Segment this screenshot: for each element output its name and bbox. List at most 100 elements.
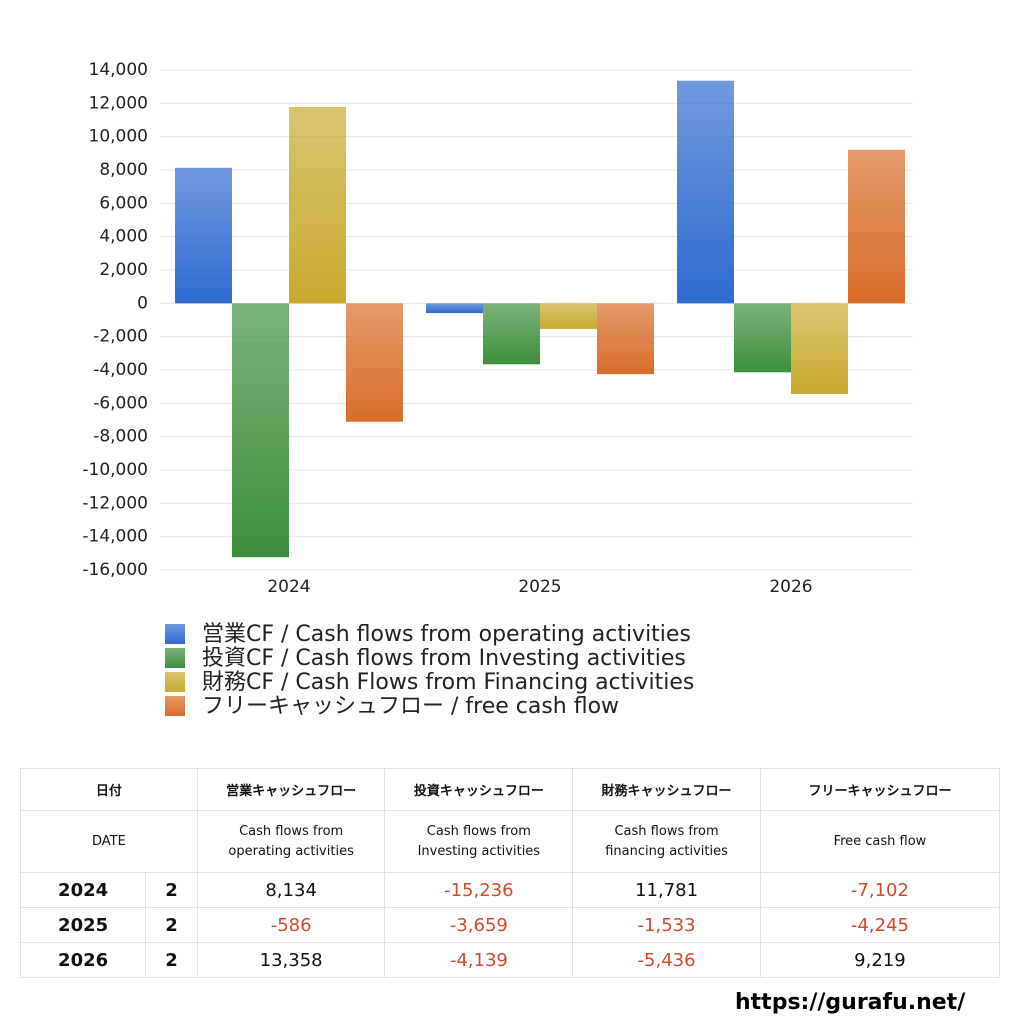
x-tick-label: 2025	[518, 577, 561, 597]
bar	[175, 167, 232, 304]
y-tick-label: 4,000	[99, 227, 148, 247]
table-cell: -15,236	[384, 872, 574, 908]
x-tick-label: 2026	[769, 577, 812, 597]
y-tick-label: -10,000	[82, 460, 148, 480]
y-tick-label: 12,000	[89, 93, 148, 113]
table-cell: Free cash flow	[759, 810, 1001, 873]
bar	[677, 80, 734, 304]
y-tick-label: 8,000	[99, 160, 148, 180]
table-cell: 9,219	[759, 942, 1001, 978]
table-cell: 2	[145, 942, 198, 978]
cell-text: Free cash flow	[833, 833, 927, 849]
footer-url: https://gurafu.net/	[735, 990, 966, 1015]
table-cell: -4,245	[759, 907, 1001, 943]
table-cell: -586	[196, 907, 386, 943]
cell-text: 9,219	[854, 949, 906, 971]
cell-text: 2025	[58, 914, 109, 936]
y-tick-label: 6,000	[99, 193, 148, 213]
cell-text: DATE	[91, 833, 126, 849]
cell-text: -5,436	[637, 949, 696, 971]
table-cell: 2026	[19, 942, 147, 978]
table-cell: 2024	[19, 872, 147, 908]
bar	[597, 303, 654, 375]
cell-text: 8,134	[265, 879, 317, 901]
y-tick-label: 14,000	[89, 60, 148, 80]
bar	[734, 303, 791, 373]
table-cell: DATE	[20, 810, 198, 873]
legend-swatch	[165, 624, 185, 644]
legend-label: 営業CF / Cash flows from operating activit…	[202, 622, 691, 647]
bar	[346, 303, 403, 422]
table-cell: -7,102	[759, 872, 1001, 908]
bar	[426, 303, 483, 314]
cell-text: -3,659	[449, 914, 508, 936]
bar	[289, 106, 346, 304]
x-tick-label: 2024	[267, 577, 310, 597]
legend-label: フリーキャッシュフロー / free cash flow	[202, 694, 619, 719]
cell-text: -4,139	[449, 949, 508, 971]
y-tick-label: -14,000	[82, 527, 148, 547]
y-tick-label: -12,000	[82, 493, 148, 513]
legend-swatch	[165, 648, 185, 668]
bar	[232, 303, 289, 558]
y-tick-label: 0	[137, 293, 148, 313]
cell-text: 財務キャッシュフロー	[601, 784, 732, 799]
legend-swatch	[165, 672, 185, 692]
table-cell: 投資キャッシュフロー	[384, 768, 574, 811]
cell-text: 2	[165, 914, 178, 936]
cell-text: 2	[165, 949, 178, 971]
cell-text: -7,102	[850, 879, 909, 901]
legend-label: 投資CF / Cash flows from Investing activit…	[202, 646, 686, 671]
table-cell: -1,533	[572, 907, 761, 943]
cell-text: 日付	[95, 784, 122, 799]
y-tick-label: -6,000	[93, 393, 148, 413]
table-cell: Cash flows from financing activities	[572, 810, 761, 873]
bar	[540, 303, 597, 329]
cell-text: 投資キャッシュフロー	[413, 784, 544, 799]
table-cell: 日付	[20, 768, 198, 811]
y-tick-label: -8,000	[93, 427, 148, 447]
table-cell: 11,781	[572, 872, 761, 908]
cell-text: 2	[165, 879, 178, 901]
y-tick-label: -2,000	[93, 327, 148, 347]
cell-text: -586	[270, 914, 312, 936]
table-cell: 2	[145, 907, 198, 943]
cell-text: 2024	[58, 879, 109, 901]
data-table: 日付 営業キャッシュフロー 投資キャッシュフロー 財務キャッシュフロー フリーキャッシュ…	[19, 768, 1001, 978]
bar	[483, 303, 540, 365]
cell-text: -1,533	[637, 914, 696, 936]
table-cell: 8,134	[196, 872, 386, 908]
cell-text: Cash flows from Investing activities	[417, 823, 541, 859]
table-cell: Cash flows from operating activities	[196, 810, 386, 873]
table-cell: 13,358	[196, 942, 386, 978]
table-cell: 2025	[19, 907, 147, 943]
table-cell: -5,436	[572, 942, 761, 978]
cell-text: フリーキャッシュフロー	[808, 784, 952, 799]
cell-text: Cash flows from financing activities	[605, 823, 728, 859]
y-tick-label: -4,000	[93, 360, 148, 380]
cell-text: Cash flows from operating activities	[228, 823, 354, 859]
legend-swatch	[165, 696, 185, 716]
table-cell: 財務キャッシュフロー	[572, 768, 761, 811]
cell-text: 11,781	[635, 879, 699, 901]
y-tick-label: 2,000	[99, 260, 148, 280]
table-cell: 営業キャッシュフロー	[196, 768, 386, 811]
bar	[791, 303, 848, 394]
table-cell: -4,139	[384, 942, 574, 978]
cell-text: -4,245	[850, 914, 909, 936]
cell-text: 13,358	[259, 949, 323, 971]
table-row: 2025 2 -586 -3,659 -1,533 -4,245	[19, 907, 1001, 943]
cell-text: 2026	[58, 949, 109, 971]
chart: -16,000 -14,000 -12,000 -10,000 -8,000 -6,000…	[82, 60, 913, 719]
cell-text: -15,236	[444, 879, 514, 901]
y-tick-label: -16,000	[82, 560, 148, 580]
table-row: 2026 2 13,358 -4,139 -5,436 9,219	[19, 942, 1001, 978]
table-cell: 2	[145, 872, 198, 908]
table-cell: フリーキャッシュフロー	[759, 768, 1001, 811]
table-cell: -3,659	[384, 907, 574, 943]
y-tick-label: 10,000	[89, 127, 148, 147]
legend-label: 財務CF / Cash Flows from Financing activit…	[202, 670, 694, 695]
table-row: 日付 営業キャッシュフロー 投資キャッシュフロー 財務キャッシュフロー フリーキャッシュ…	[20, 768, 1001, 811]
bar	[848, 149, 905, 304]
